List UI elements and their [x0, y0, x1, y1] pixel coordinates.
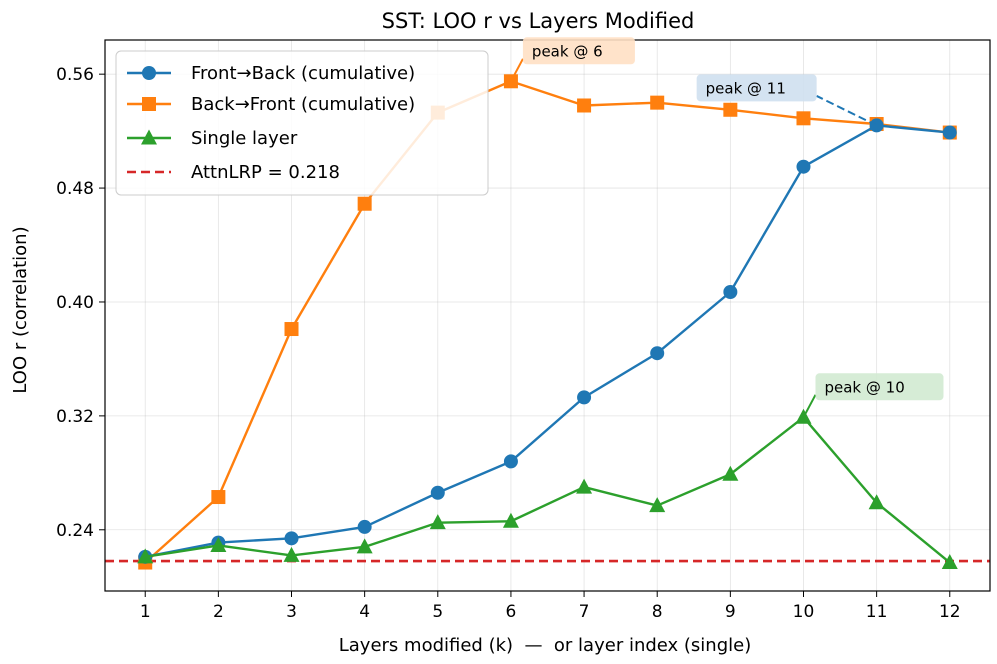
x-tick-label: 8	[652, 602, 663, 622]
data-point	[868, 494, 885, 510]
data-point	[723, 102, 738, 117]
annotation-2: peak @ 10	[802, 373, 944, 418]
x-tick-label: 6	[506, 602, 517, 622]
data-point	[284, 322, 299, 337]
y-axis-label: LOO r (correlation)	[10, 226, 31, 393]
data-point	[577, 98, 592, 113]
y-tick-label: 0.48	[56, 179, 94, 199]
data-point	[796, 159, 811, 174]
x-axis-ticks: 1 2 3 4 5 6 7 8 9 10 11 12	[140, 591, 961, 622]
legend-entry-2: Single layer	[127, 128, 298, 149]
series-layer	[137, 74, 958, 570]
legend-entry-1: Back→Front (cumulative)	[127, 94, 415, 115]
legend-marker	[142, 97, 156, 111]
annotation-text: peak @ 6	[532, 42, 603, 60]
y-tick-label: 0.32	[56, 407, 94, 427]
annotation-text: peak @ 11	[706, 79, 786, 97]
x-tick-label: 5	[432, 602, 443, 622]
data-point	[577, 390, 592, 405]
data-point	[283, 546, 300, 562]
data-point	[942, 125, 957, 140]
data-point	[649, 497, 666, 513]
data-point	[357, 519, 372, 534]
series-line	[144, 80, 950, 564]
data-point	[650, 346, 665, 361]
legend-marker	[142, 66, 156, 80]
legend-entry-0: Front→Back (cumulative)	[127, 63, 415, 84]
annotation-arrow	[510, 58, 524, 82]
x-tick-label: 9	[725, 602, 736, 622]
chart-title: SST: LOO r vs Layers Modified	[382, 9, 695, 33]
data-point	[430, 485, 445, 500]
x-tick-label: 3	[286, 602, 297, 622]
x-tick-label: 10	[793, 602, 815, 622]
legend-label: Front→Back (cumulative)	[191, 63, 415, 84]
annotation-box	[815, 373, 944, 401]
y-axis-ticks: 0.24 0.32 0.40 0.48 0.56	[56, 65, 105, 541]
series-2	[137, 408, 958, 570]
legend-marker	[141, 129, 157, 145]
annotations: peak @ 6 peak @ 11 peak @ 10	[510, 37, 944, 418]
annotation-1: peak @ 11	[696, 74, 878, 127]
data-point	[796, 111, 811, 126]
x-tick-label: 2	[213, 602, 224, 622]
data-point	[869, 118, 884, 133]
annotation-arrow	[802, 394, 817, 418]
data-point	[356, 538, 373, 554]
annotation-arrow	[816, 95, 878, 127]
x-tick-label: 7	[579, 602, 590, 622]
data-point	[503, 454, 518, 469]
y-tick-label: 0.56	[56, 65, 94, 85]
data-point	[941, 554, 958, 570]
data-point	[723, 285, 738, 300]
data-point	[576, 478, 593, 494]
annotation-0: peak @ 6	[510, 37, 635, 82]
legend-label: Back→Front (cumulative)	[191, 94, 415, 115]
legend-entry-reference: AttnLRP = 0.218	[127, 162, 340, 183]
data-point	[357, 196, 372, 211]
annotation-text: peak @ 10	[824, 378, 904, 396]
x-tick-label: 12	[939, 602, 961, 622]
y-tick-label: 0.24	[56, 521, 94, 541]
legend: Front→Back (cumulative) Back→Front (cumul…	[115, 50, 489, 196]
data-point	[284, 531, 299, 546]
data-point	[211, 490, 226, 505]
series-line	[145, 416, 951, 564]
annotation-box	[696, 74, 817, 102]
data-point	[650, 95, 665, 110]
legend-label: Single layer	[191, 128, 298, 149]
series-0	[138, 118, 957, 564]
data-point	[210, 536, 227, 552]
x-axis-label: Layers modified (k) — or layer index (si…	[339, 635, 752, 656]
legend-label: AttnLRP = 0.218	[191, 162, 340, 183]
data-point	[137, 548, 154, 564]
annotation-box	[522, 37, 635, 65]
y-tick-label: 0.40	[56, 293, 94, 313]
data-point	[429, 514, 446, 530]
data-point	[722, 465, 739, 481]
legend-box	[115, 50, 489, 196]
x-tick-label: 11	[866, 602, 888, 622]
series-line	[144, 124, 950, 559]
x-tick-label: 4	[359, 602, 370, 622]
x-tick-label: 1	[140, 602, 151, 622]
data-point	[502, 512, 519, 528]
